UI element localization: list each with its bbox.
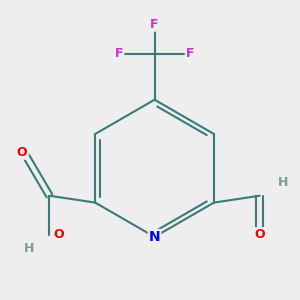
- Text: N: N: [149, 230, 161, 244]
- Text: H: H: [24, 242, 34, 255]
- Text: O: O: [53, 228, 64, 241]
- Text: O: O: [254, 228, 265, 241]
- Text: F: F: [115, 47, 123, 61]
- Text: F: F: [186, 47, 194, 61]
- Text: F: F: [150, 18, 159, 31]
- Text: O: O: [17, 146, 27, 159]
- Text: H: H: [278, 176, 288, 188]
